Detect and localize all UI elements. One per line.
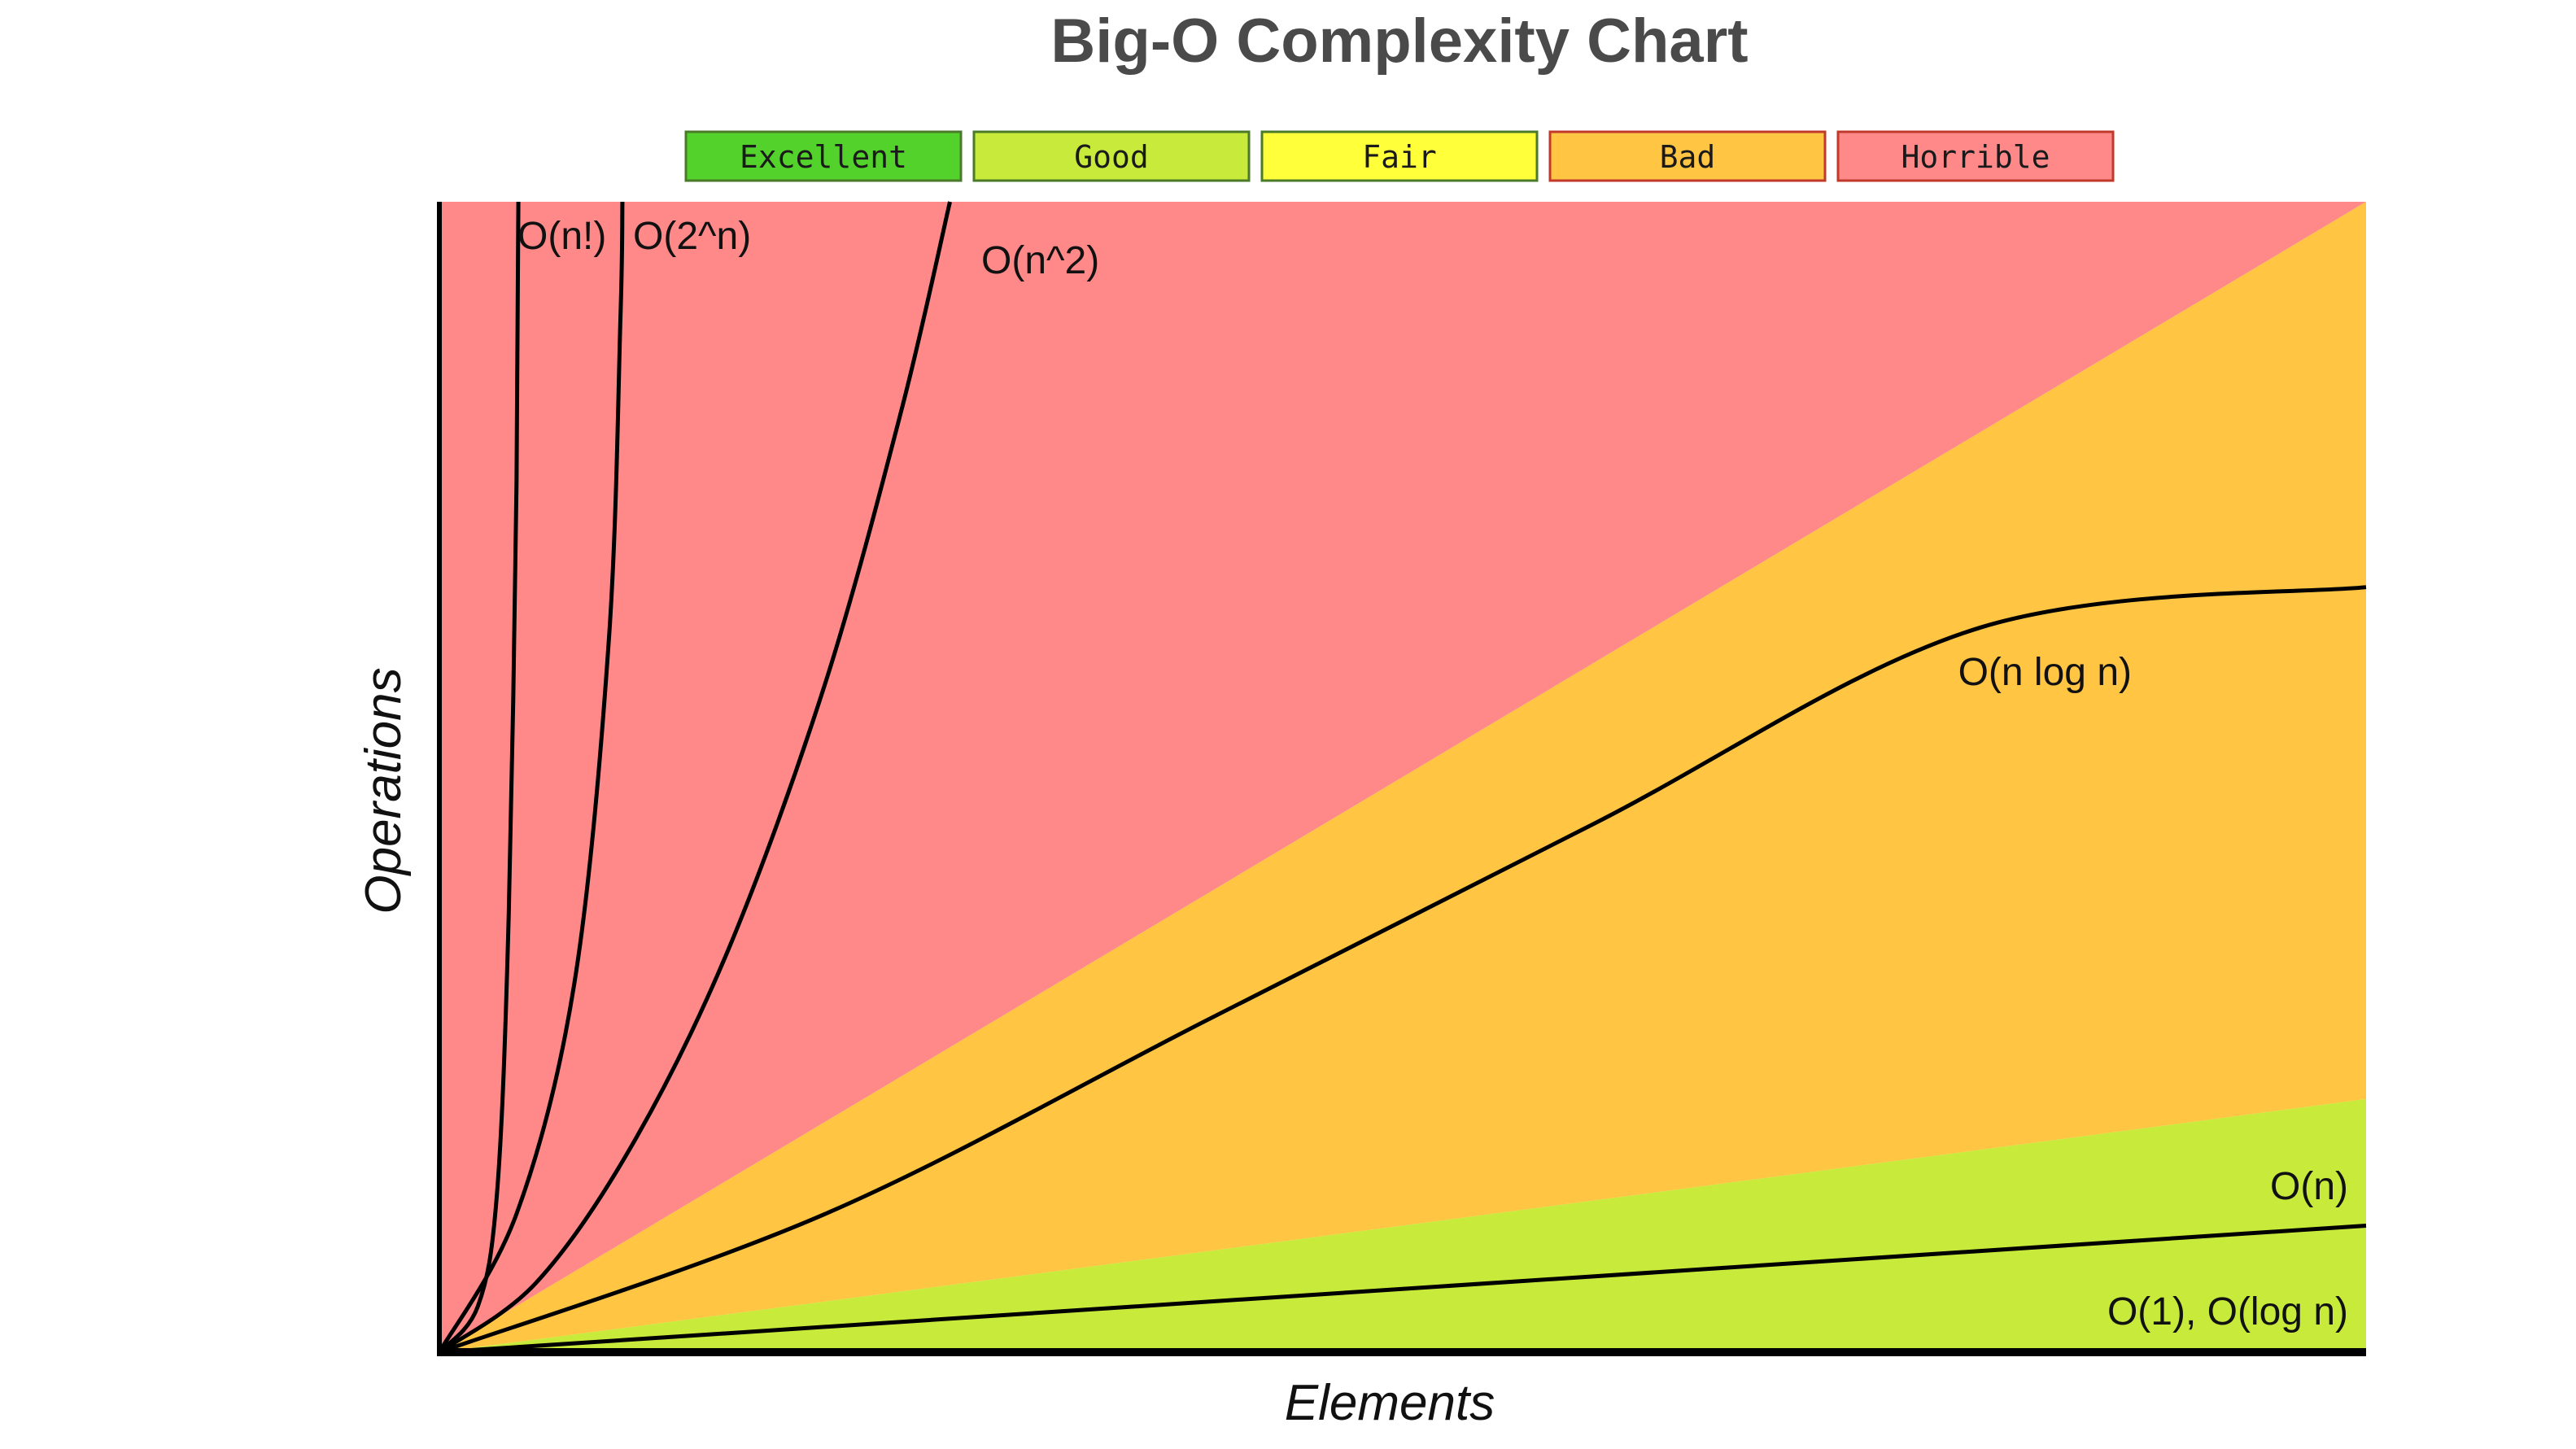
rating-regions (439, 202, 2366, 1352)
legend-item-bad: Bad (1548, 130, 1827, 182)
legend-item-excellent: Excellent (684, 130, 963, 182)
legend-swatch-excellent (684, 130, 963, 182)
legend-item-horrible: Horrible (1836, 130, 2115, 182)
legend-swatch-good (972, 130, 1251, 182)
curve-o-2-n (437, 201, 625, 1354)
region-bad (439, 202, 2366, 1352)
legend-item-fair: Fair (1260, 130, 1539, 182)
y-axis-label: Operations (356, 667, 412, 914)
label-o-n: O(n) (2270, 1165, 2348, 1208)
label-o-2-n: O(2^n) (633, 215, 751, 258)
legend: Excellent Good Fair Bad Horrible (684, 130, 2115, 182)
complexity-curves (437, 201, 2367, 1355)
label-o-n: O(n!) (517, 215, 606, 258)
curve-labels: O(n!) O(2^n) O(n^2) O(n log n) O(n) O(1), O(l… (517, 215, 2348, 1333)
curve-o-n (438, 201, 521, 1354)
legend-label-horrible: Horrible (1901, 139, 2050, 175)
legend-swatch-bad (1548, 130, 1827, 182)
legend-label-fair: Fair (1362, 139, 1437, 175)
curve-o-n (439, 1223, 2367, 1355)
label-o-n-log-n: O(n log n) (1958, 651, 2132, 694)
curve-o-n-2 (438, 201, 952, 1355)
legend-label-excellent: Excellent (740, 139, 907, 175)
legend-label-good: Good (1074, 139, 1149, 175)
chart-title: Big-O Complexity Chart (1050, 7, 1748, 76)
legend-label-bad: Bad (1660, 139, 1716, 175)
x-axis-label: Elements (1285, 1375, 1495, 1431)
legend-swatch-horrible (1836, 130, 2115, 182)
region-good (439, 1098, 2366, 1352)
legend-item-good: Good (972, 130, 1251, 182)
label-o-n-2: O(n^2) (981, 239, 1099, 282)
label-o-1-o-log-n: O(1), O(log n) (2107, 1290, 2348, 1333)
legend-swatch-fair (1260, 130, 1539, 182)
curve-o-n-log-n (439, 585, 2367, 1355)
